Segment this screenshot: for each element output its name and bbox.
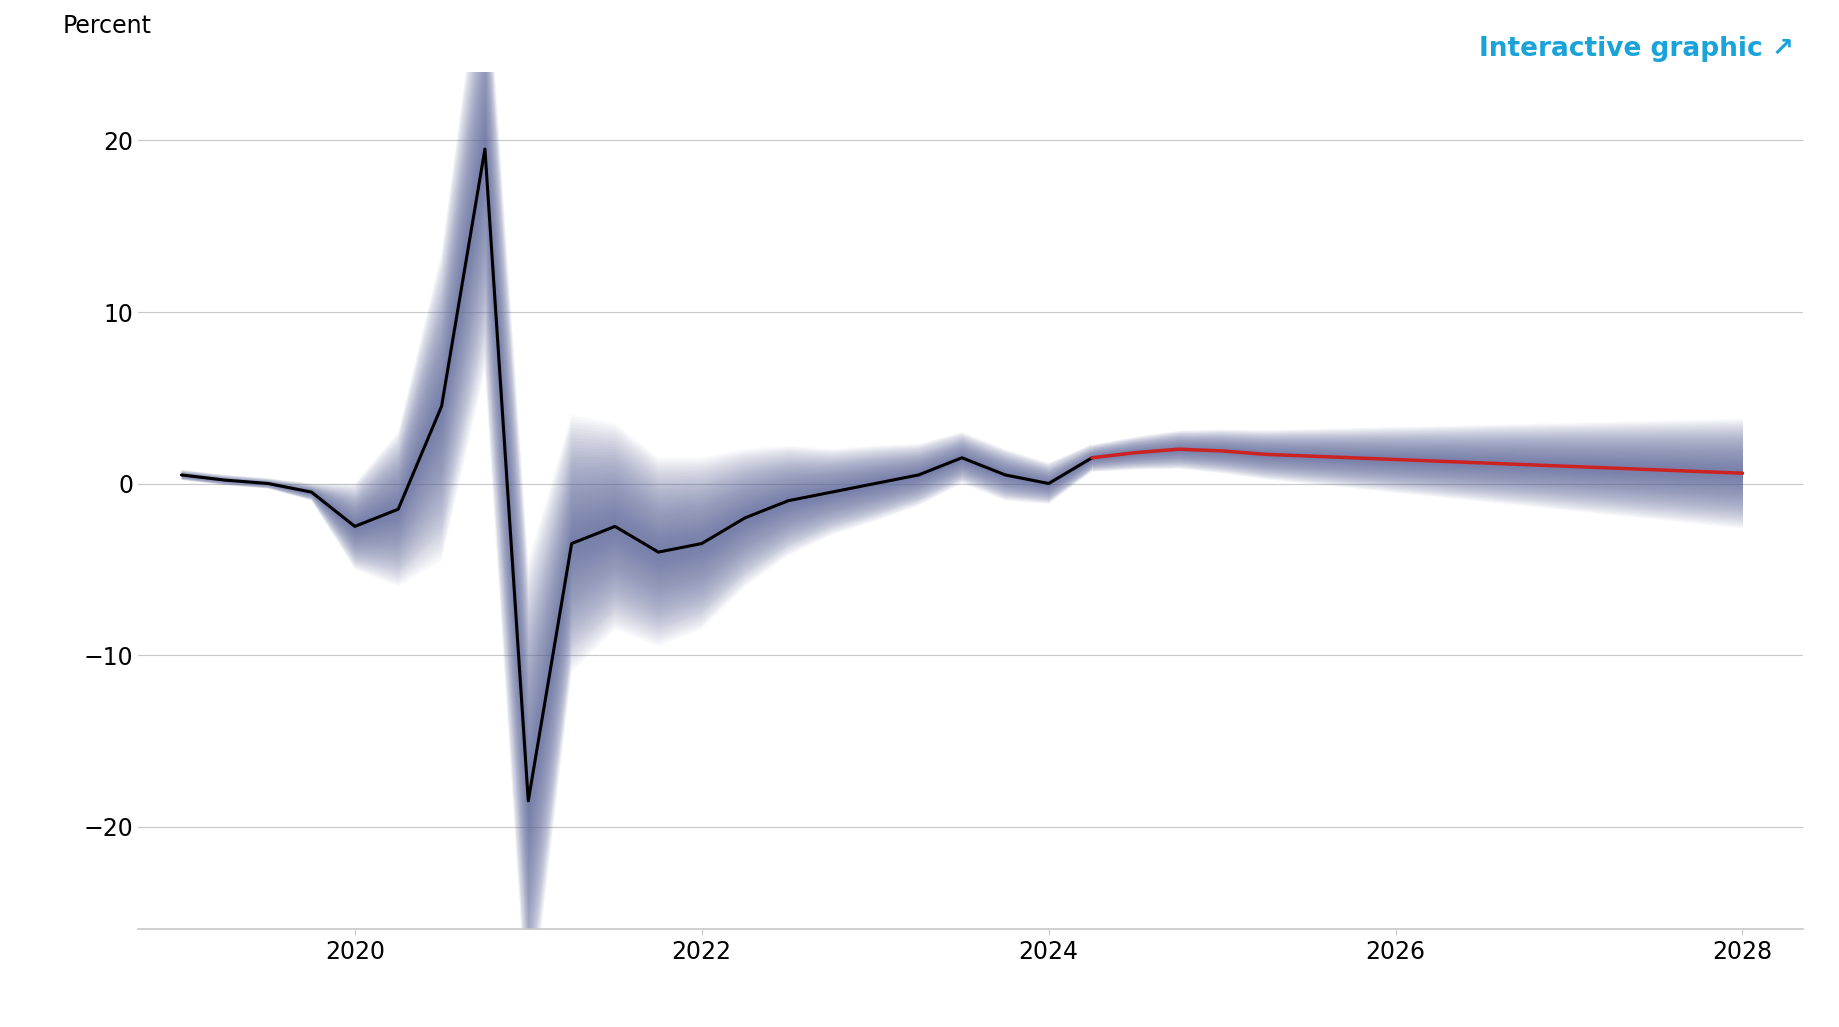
Text: Interactive graphic ↗: Interactive graphic ↗ — [1479, 36, 1793, 62]
Text: Percent: Percent — [63, 13, 153, 38]
